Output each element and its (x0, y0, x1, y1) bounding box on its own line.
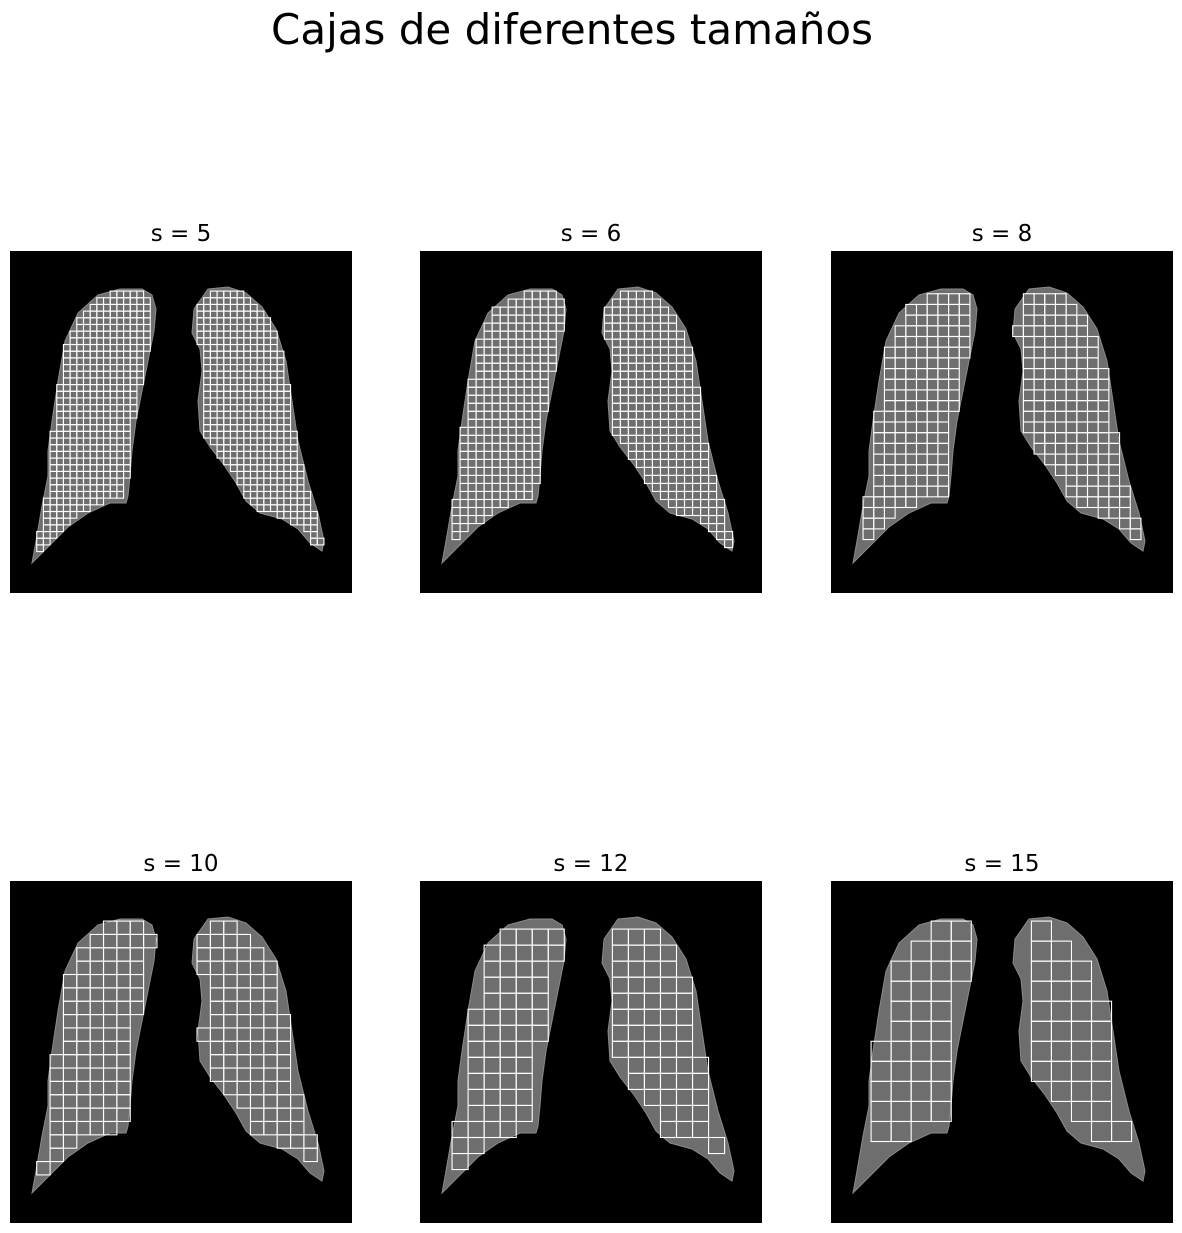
box-cell (459, 522, 469, 533)
box-cell (958, 346, 971, 359)
lung-image (831, 251, 1173, 593)
box-cell (948, 400, 960, 412)
box-cell (36, 544, 44, 553)
box-cell (62, 517, 71, 526)
right-lung (601, 916, 735, 1182)
box-cell (123, 470, 131, 479)
lung-image (420, 881, 762, 1223)
box-cell (451, 1152, 469, 1171)
box-cell (1129, 528, 1142, 541)
box-cell (499, 1120, 517, 1139)
box-cell (930, 1100, 952, 1123)
box-cell (499, 498, 509, 509)
box-cell (890, 1120, 912, 1143)
box-cell (515, 1104, 533, 1123)
panel-title: s = 5 (150, 221, 212, 247)
box-cell (531, 474, 541, 485)
box-cell (116, 1107, 131, 1123)
left-lung (441, 288, 567, 565)
panel-title: s = 12 (553, 851, 629, 877)
box-cell (69, 510, 78, 519)
box-cell (547, 362, 557, 372)
box-grid (451, 290, 734, 549)
box-cell (143, 933, 158, 949)
box-grid (36, 290, 325, 553)
box-cell (129, 1000, 145, 1016)
box-cell (483, 506, 493, 517)
box-cell (950, 960, 972, 982)
box-cell (905, 496, 918, 509)
box-cell (708, 1136, 726, 1155)
lung-image (10, 881, 352, 1223)
panel-title: s = 10 (143, 851, 219, 877)
box-cell (873, 517, 885, 530)
box-cell (1110, 1120, 1133, 1143)
box-cell (303, 1147, 318, 1163)
box-cell (136, 377, 145, 386)
box-grid (870, 920, 1133, 1143)
box-cell (42, 537, 51, 546)
box-cell (539, 402, 549, 412)
panel-title: s = 15 (964, 851, 1040, 877)
lung-image (10, 251, 352, 593)
box-cell (724, 539, 734, 549)
box-cell (467, 1136, 485, 1155)
right-lung (1012, 286, 1146, 552)
box-cell (555, 322, 565, 332)
box-cell (129, 410, 138, 419)
box-cell (862, 528, 875, 541)
box-grid (862, 293, 1142, 541)
figure-title: Cajas de diferentes tamaños (271, 5, 873, 54)
left-lung (852, 918, 978, 1195)
lung-image (420, 251, 762, 593)
box-cell (49, 1147, 64, 1163)
panel-title: s = 8 (971, 221, 1033, 247)
box-grid (451, 928, 726, 1171)
box-cell (883, 506, 896, 519)
box-cell (96, 497, 105, 506)
left-lung (441, 918, 567, 1195)
box-cell (82, 504, 91, 513)
box-cell (691, 1120, 710, 1139)
box-cell (547, 944, 565, 962)
box-cell (451, 530, 461, 541)
box-cell (523, 490, 533, 501)
box-cell (49, 530, 58, 539)
box-cell (475, 514, 485, 525)
box-grid (36, 920, 318, 1176)
box-cell (531, 1024, 549, 1042)
box-cell (36, 1160, 51, 1176)
box-cell (102, 1120, 118, 1136)
box-cell (116, 490, 125, 499)
box-cell (62, 1134, 78, 1149)
box-cell (937, 485, 950, 498)
box-cell (316, 537, 325, 546)
box-cell (143, 343, 151, 352)
box-cell (56, 524, 64, 533)
panel-title: s = 6 (560, 221, 622, 247)
lung-image (831, 881, 1173, 1223)
